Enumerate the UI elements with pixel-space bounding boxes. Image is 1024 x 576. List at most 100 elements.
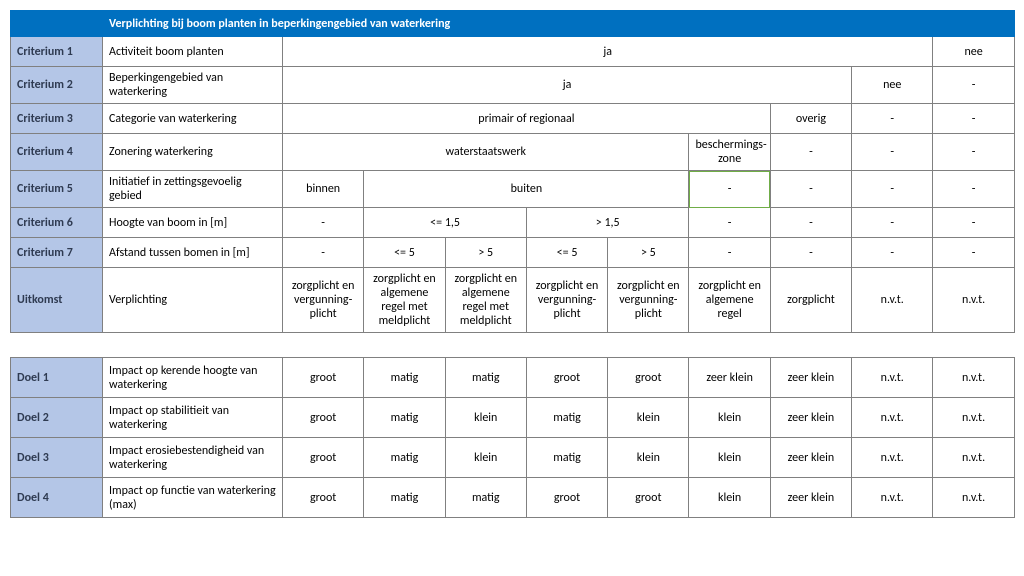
crit4-besch: beschermings-zone [689, 134, 770, 171]
header-blank [11, 11, 103, 37]
crit6-label: Criterium 6 [11, 208, 103, 238]
doel3-v1: groot [283, 438, 364, 478]
doel4-v5: groot [608, 478, 689, 518]
row-doel-1: Doel 1 Impact op kerende hoogte van wate… [11, 358, 1015, 398]
crit7-gt5a: > 5 [445, 238, 526, 268]
header-title: Verplichting bij boom planten in beperki… [103, 11, 1015, 37]
doel4-desc: Impact op functie van waterkering (max) [103, 478, 283, 518]
doel2-desc: Impact op stabilitieit van waterkering [103, 398, 283, 438]
uitkomst-v7: zorgplicht [770, 268, 851, 333]
doel4-v3: matig [445, 478, 526, 518]
doel3-v8: n.v.t. [852, 438, 933, 478]
doel3-v7: zeer klein [770, 438, 851, 478]
uitkomst-v4: zorgplicht en vergunning-plicht [526, 268, 607, 333]
crit7-le5b: <= 5 [526, 238, 607, 268]
row-criterium-6: Criterium 6 Hoogte van boom in [m] - <= … [11, 208, 1015, 238]
crit3-d1: - [852, 104, 933, 134]
crit4-desc: Zonering waterkering [103, 134, 283, 171]
doel3-v9: n.v.t. [933, 438, 1014, 478]
doel1-v2: matig [364, 358, 445, 398]
doel3-v6: klein [689, 438, 770, 478]
crit4-d1: - [770, 134, 851, 171]
crit7-le5a: <= 5 [364, 238, 445, 268]
crit6-d4: - [933, 208, 1014, 238]
crit5-d4: - [933, 171, 1014, 208]
crit6-le15: <= 1,5 [364, 208, 527, 238]
doel2-v3: klein [445, 398, 526, 438]
crit3-label: Criterium 3 [11, 104, 103, 134]
crit5-buiten: buiten [364, 171, 689, 208]
doel2-v6: klein [689, 398, 770, 438]
crit7-d4: - [933, 238, 1014, 268]
doel2-v1: groot [283, 398, 364, 438]
crit7-d2: - [770, 238, 851, 268]
doel1-v8: n.v.t. [852, 358, 933, 398]
row-doel-4: Doel 4 Impact op functie van waterkering… [11, 478, 1015, 518]
doel2-v8: n.v.t. [852, 398, 933, 438]
doel4-v7: zeer klein [770, 478, 851, 518]
crit6-d2: - [770, 208, 851, 238]
doel2-v4: matig [526, 398, 607, 438]
crit3-overig: overig [770, 104, 851, 134]
doel4-v4: groot [526, 478, 607, 518]
row-uitkomst: Uitkomst Verplichting zorgplicht en verg… [11, 268, 1015, 333]
doel4-v1: groot [283, 478, 364, 518]
crit4-d3: - [933, 134, 1014, 171]
doel3-v3: klein [445, 438, 526, 478]
crit1-nee: nee [933, 37, 1014, 67]
crit1-ja: ja [283, 37, 933, 67]
uitkomst-label: Uitkomst [11, 268, 103, 333]
uitkomst-v5: zorgplicht en vergunning-plicht [608, 268, 689, 333]
uitkomst-v8: n.v.t. [852, 268, 933, 333]
doel3-label: Doel 3 [11, 438, 103, 478]
crit7-d0: - [283, 238, 364, 268]
crit3-d2: - [933, 104, 1014, 134]
row-criterium-5: Criterium 5 Initiatief in zettingsgevoel… [11, 171, 1015, 208]
uitkomst-v6: zorgplicht en algemene regel [689, 268, 770, 333]
crit1-label: Criterium 1 [11, 37, 103, 67]
doel2-v9: n.v.t. [933, 398, 1014, 438]
crit7-desc: Afstand tussen bomen in [m] [103, 238, 283, 268]
crit6-d1: - [689, 208, 770, 238]
crit2-ja: ja [283, 67, 852, 104]
crit6-d3: - [852, 208, 933, 238]
crit7-d3: - [852, 238, 933, 268]
row-criterium-2: Criterium 2 Beperkingengebied van waterk… [11, 67, 1015, 104]
doel1-label: Doel 1 [11, 358, 103, 398]
table-gap [10, 333, 1014, 357]
header-row: Verplichting bij boom planten in beperki… [11, 11, 1015, 37]
crit5-label: Criterium 5 [11, 171, 103, 208]
doel3-v2: matig [364, 438, 445, 478]
crit5-dg: - [689, 171, 770, 208]
crit6-d0: - [283, 208, 364, 238]
row-criterium-3: Criterium 3 Categorie van waterkering pr… [11, 104, 1015, 134]
doel1-v3: matig [445, 358, 526, 398]
criteria-table: Verplichting bij boom planten in beperki… [10, 10, 1015, 333]
doel3-desc: Impact erosiebestendigheid van waterkeri… [103, 438, 283, 478]
doel2-v5: klein [608, 398, 689, 438]
doel1-v4: groot [526, 358, 607, 398]
crit7-label: Criterium 7 [11, 238, 103, 268]
doel4-v9: n.v.t. [933, 478, 1014, 518]
uitkomst-v1: zorgplicht en vergunning-plicht [283, 268, 364, 333]
crit6-gt15: > 1,5 [526, 208, 689, 238]
crit3-desc: Categorie van waterkering [103, 104, 283, 134]
crit4-d2: - [852, 134, 933, 171]
crit3-primair: primair of regionaal [283, 104, 771, 134]
doel1-v9: n.v.t. [933, 358, 1014, 398]
doel3-v4: matig [526, 438, 607, 478]
crit2-desc: Beperkingengebied van waterkering [103, 67, 283, 104]
uitkomst-v3: zorgplicht en algemene regel met meldpli… [445, 268, 526, 333]
doel1-v7: zeer klein [770, 358, 851, 398]
doel4-v8: n.v.t. [852, 478, 933, 518]
crit7-d1: - [689, 238, 770, 268]
doel2-v7: zeer klein [770, 398, 851, 438]
uitkomst-v9: n.v.t. [933, 268, 1014, 333]
doel3-v5: klein [608, 438, 689, 478]
doel2-label: Doel 2 [11, 398, 103, 438]
crit1-desc: Activiteit boom planten [103, 37, 283, 67]
doel1-v1: groot [283, 358, 364, 398]
crit4-label: Criterium 4 [11, 134, 103, 171]
doelen-table: Doel 1 Impact op kerende hoogte van wate… [10, 357, 1015, 518]
crit2-label: Criterium 2 [11, 67, 103, 104]
